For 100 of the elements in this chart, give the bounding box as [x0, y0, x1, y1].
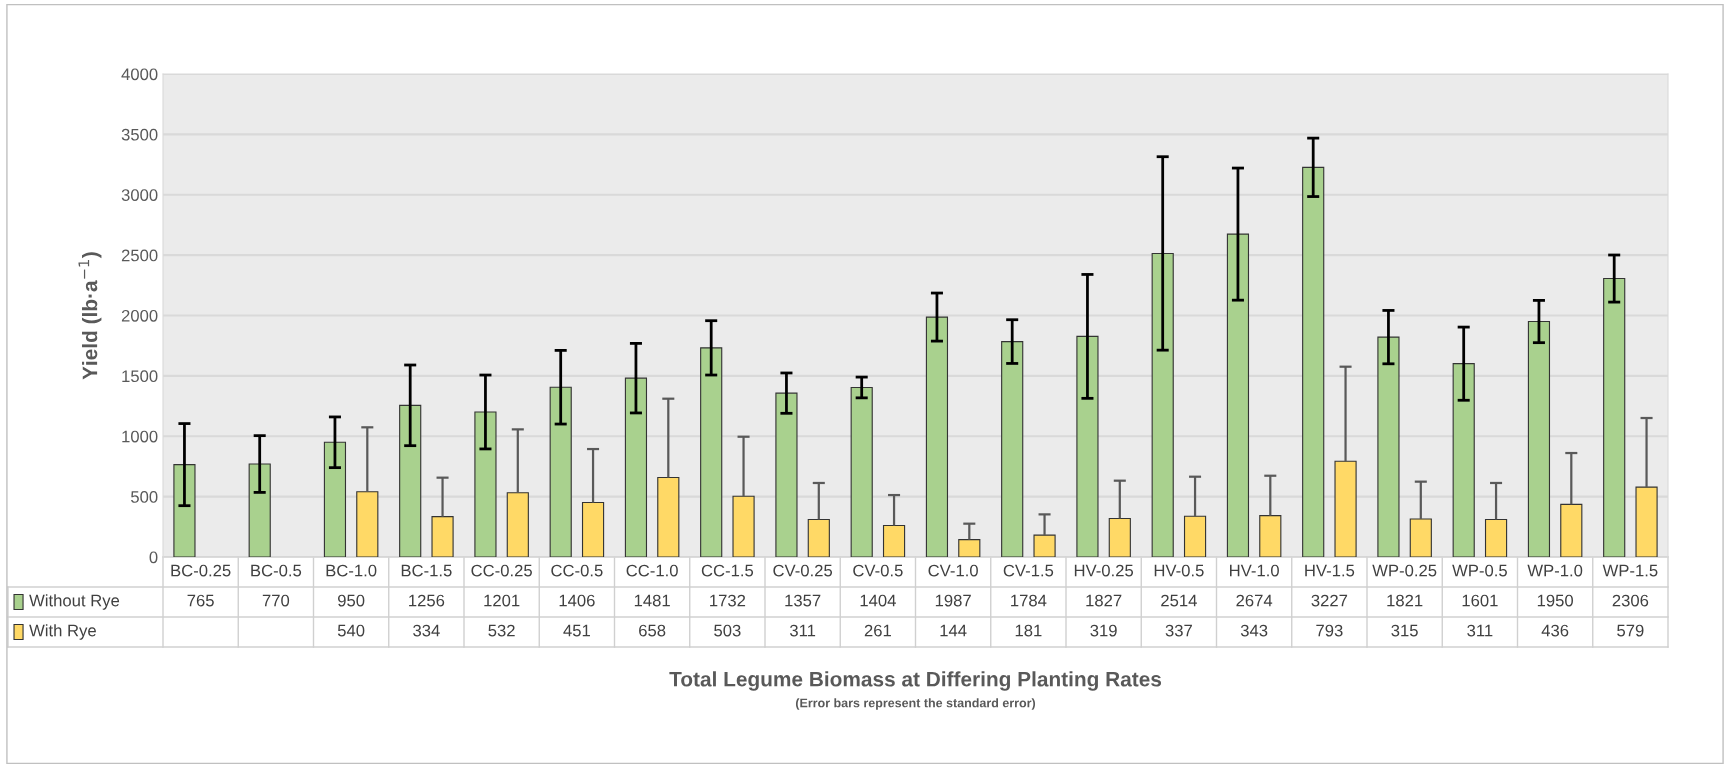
bar: [1183, 515, 1207, 557]
bar: [850, 386, 873, 557]
x-tick-label: BC-0.5: [251, 564, 302, 577]
y-tick-label: 3500: [121, 128, 158, 141]
bar: [882, 524, 906, 557]
bar: [1409, 518, 1432, 557]
bar: [549, 386, 572, 557]
data-label: 1950: [1537, 594, 1574, 607]
y-tick-label: 500: [131, 491, 158, 503]
bar: [732, 495, 755, 557]
bar: [474, 411, 497, 557]
data-label: 319: [1090, 624, 1117, 637]
x-tick-label: HV-0.25: [1074, 564, 1134, 577]
data-label: 1201: [484, 594, 520, 607]
x-tick-label: CC-1.5: [701, 564, 754, 577]
bar: [1033, 534, 1056, 557]
data-label: 1601: [1462, 594, 1498, 607]
x-tick-label: CV-0.25: [773, 564, 833, 577]
data-label: 765: [187, 594, 214, 607]
y-tick-label: 4000: [121, 68, 158, 81]
bar: [775, 392, 798, 557]
bar: [323, 441, 347, 557]
bar: [1377, 336, 1400, 557]
x-tick-label: BC-1.5: [401, 564, 452, 577]
data-label: 1784: [1011, 594, 1047, 607]
bar: [1302, 166, 1325, 557]
data-label: 436: [1541, 624, 1569, 637]
bar: [1635, 486, 1658, 557]
data-label: 315: [1391, 624, 1418, 637]
y-tick-label: 1500: [122, 370, 158, 383]
data-label: 503: [714, 624, 741, 637]
data-label: 261: [864, 624, 891, 637]
y-tick-label: 1000: [122, 430, 158, 443]
bar: [1484, 518, 1508, 557]
x-tick-label: WP-1.0: [1527, 564, 1583, 577]
bar: [1560, 503, 1583, 557]
data-label: 2306: [1612, 594, 1649, 607]
legend-label: With Rye: [29, 624, 96, 640]
y-axis-title: Yield (lb·a$^{−1}$): [78, 252, 102, 380]
data-label: 181: [1015, 624, 1042, 637]
bar: [356, 491, 379, 557]
data-label: 1821: [1387, 594, 1423, 607]
bar: [506, 492, 529, 557]
x-tick-label: CC-0.25: [471, 564, 532, 577]
x-tick-label: BC-1.0: [326, 564, 377, 577]
data-label: 1732: [710, 594, 746, 607]
y-tick-label: 3000: [121, 189, 158, 201]
data-label: 311: [1467, 624, 1493, 637]
bar: [1603, 277, 1626, 557]
bar: [1226, 233, 1250, 557]
bar: [1001, 341, 1024, 557]
data-label: 3227: [1311, 594, 1348, 607]
text: (Error bars represent the standard error): [795, 698, 1036, 710]
x-tick-label: WP-0.25: [1372, 564, 1437, 577]
bar: [1076, 335, 1099, 557]
x-tick-label: HV-1.5: [1305, 564, 1355, 577]
data-label: 1256: [409, 594, 445, 607]
data-label: 658: [639, 624, 666, 637]
legend-label: Without Rye: [29, 594, 120, 610]
bar: [399, 404, 422, 557]
bar: [624, 377, 648, 557]
data-label: 451: [563, 624, 590, 637]
data-label: 2514: [1161, 594, 1197, 607]
bar: [958, 539, 981, 557]
data-label: 532: [488, 624, 515, 637]
bar: [1108, 517, 1131, 557]
bar: [1259, 515, 1282, 557]
data-label: 144: [940, 624, 967, 637]
bar: [657, 476, 680, 557]
data-label: 1357: [785, 594, 821, 607]
bar: [1334, 460, 1357, 557]
data-label: 337: [1165, 624, 1192, 637]
x-axis-title: Total Legume Biomass at Differing Planting Rates: [669, 671, 1162, 691]
bar: [925, 316, 949, 557]
data-label: 2674: [1236, 594, 1273, 607]
bar: [1452, 363, 1475, 557]
y-tick-label: 2500: [121, 249, 158, 262]
bar: [807, 518, 830, 557]
bar: [1151, 252, 1174, 557]
data-label: 579: [1617, 624, 1644, 637]
x-tick-label: WP-1.5: [1602, 564, 1658, 577]
bar: [581, 501, 605, 557]
data-label: 1406: [559, 594, 595, 607]
data-label: 1481: [634, 594, 670, 607]
x-tick-label: CV-0.5: [853, 564, 903, 577]
x-tick-label: HV-0.5: [1154, 564, 1204, 577]
bar: [1527, 320, 1551, 557]
bar: [700, 347, 723, 557]
bar: [248, 463, 271, 557]
x-tick-label: HV-1.0: [1230, 564, 1279, 577]
data-label: 1827: [1086, 594, 1122, 607]
data-label: 343: [1240, 624, 1268, 637]
x-tick-label: CC-0.5: [551, 564, 603, 577]
data-label: 334: [413, 624, 440, 637]
x-tick-label: CV-1.0: [928, 564, 978, 577]
x-tick-label: WP-0.5: [1452, 564, 1507, 577]
bar: [431, 516, 454, 557]
x-tick-label: CC-1.0: [626, 564, 678, 577]
data-label: 1987: [935, 594, 971, 607]
data-label: 770: [262, 594, 290, 607]
